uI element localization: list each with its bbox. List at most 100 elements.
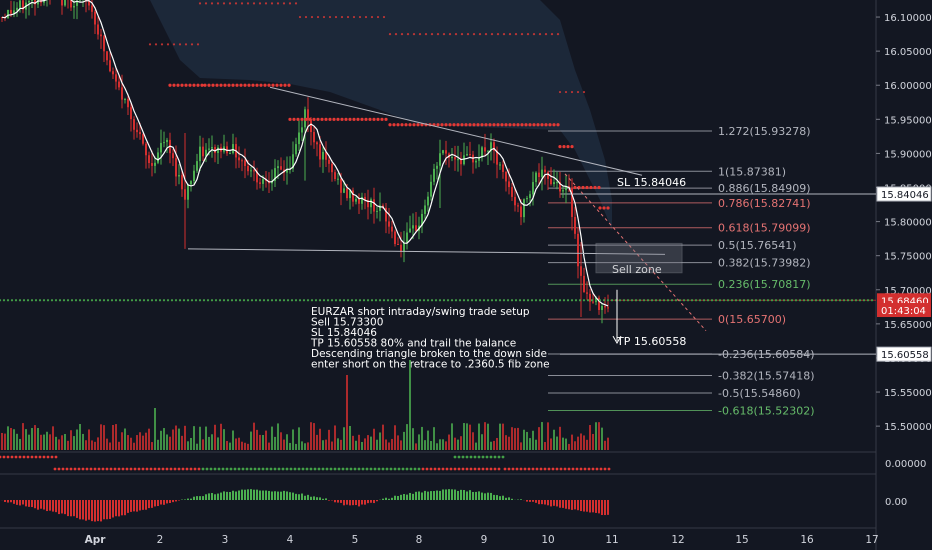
candle-body[interactable] bbox=[583, 275, 585, 293]
candle-body[interactable] bbox=[61, 0, 63, 6]
candle-body[interactable] bbox=[121, 87, 123, 100]
candle-body[interactable] bbox=[241, 160, 243, 162]
candle-body[interactable] bbox=[394, 231, 396, 245]
candle-body[interactable] bbox=[259, 182, 261, 184]
candle-body[interactable] bbox=[340, 178, 342, 193]
candle-body[interactable] bbox=[217, 147, 219, 154]
candle-body[interactable] bbox=[346, 188, 348, 199]
candle-body[interactable] bbox=[532, 182, 534, 195]
candle-body[interactable] bbox=[319, 144, 321, 160]
candle-body[interactable] bbox=[373, 199, 375, 212]
candle-body[interactable] bbox=[331, 163, 333, 173]
candle-body[interactable] bbox=[280, 166, 282, 170]
time-axis[interactable]: Apr 2 3 4 5 8 9 10 11 12 15 16 17 bbox=[85, 534, 879, 546]
candle-body[interactable] bbox=[430, 181, 432, 197]
price-axis[interactable]: 0.00000 0.00 16.10000 16.05000 16.00000 15.… bbox=[876, 13, 932, 508]
candle-body[interactable] bbox=[181, 175, 183, 190]
candle-body[interactable] bbox=[151, 163, 153, 166]
candle-body[interactable] bbox=[274, 168, 276, 182]
candle-body[interactable] bbox=[598, 297, 600, 311]
candle-body[interactable] bbox=[286, 169, 288, 173]
candle-body[interactable] bbox=[367, 199, 369, 208]
candle-body[interactable] bbox=[199, 146, 201, 162]
candle-body[interactable] bbox=[388, 221, 390, 227]
candle-body[interactable] bbox=[214, 147, 216, 154]
candle-body[interactable] bbox=[508, 181, 510, 188]
candle-body[interactable] bbox=[298, 132, 300, 145]
candle-body[interactable] bbox=[13, 10, 15, 14]
candle-body[interactable] bbox=[460, 159, 462, 165]
candle-body[interactable] bbox=[307, 109, 309, 120]
candle-body[interactable] bbox=[523, 199, 525, 218]
candle-body[interactable] bbox=[397, 244, 399, 246]
candle-body[interactable] bbox=[118, 81, 120, 88]
candle-body[interactable] bbox=[328, 159, 330, 164]
candle-body[interactable] bbox=[187, 184, 189, 200]
candle-body[interactable] bbox=[499, 164, 501, 166]
candle-body[interactable] bbox=[64, 0, 66, 6]
candle-body[interactable] bbox=[391, 226, 393, 232]
candle-body[interactable] bbox=[604, 306, 606, 308]
candle-body[interactable] bbox=[253, 170, 255, 172]
candle-body[interactable] bbox=[451, 157, 453, 159]
descending-trendline[interactable] bbox=[269, 86, 643, 176]
candle-body[interactable] bbox=[427, 196, 429, 206]
candle-body[interactable] bbox=[586, 292, 588, 294]
candle-body[interactable] bbox=[355, 198, 357, 202]
candle-body[interactable] bbox=[565, 186, 567, 191]
candle-body[interactable] bbox=[112, 71, 114, 75]
candle-body[interactable] bbox=[580, 266, 582, 276]
candle-body[interactable] bbox=[352, 190, 354, 202]
candle-body[interactable] bbox=[466, 154, 468, 156]
candle-body[interactable] bbox=[439, 153, 441, 166]
candle-body[interactable] bbox=[142, 134, 144, 144]
candle-body[interactable] bbox=[262, 179, 264, 184]
candle-body[interactable] bbox=[514, 196, 516, 206]
candle-body[interactable] bbox=[487, 150, 489, 152]
candle-body[interactable] bbox=[34, 0, 36, 5]
candle-body[interactable] bbox=[475, 160, 477, 163]
candle-body[interactable] bbox=[205, 149, 207, 157]
candle-body[interactable] bbox=[172, 153, 174, 159]
candle-body[interactable] bbox=[175, 158, 177, 177]
candle-body[interactable] bbox=[229, 153, 231, 155]
candle-body[interactable] bbox=[316, 142, 318, 145]
candle-body[interactable] bbox=[445, 150, 447, 154]
candle-body[interactable] bbox=[103, 36, 105, 52]
candle-body[interactable] bbox=[370, 199, 372, 208]
candle-body[interactable] bbox=[364, 196, 366, 200]
candle-body[interactable] bbox=[412, 225, 414, 229]
candle-body[interactable] bbox=[193, 170, 195, 182]
candle-body[interactable] bbox=[160, 142, 162, 153]
candle-body[interactable] bbox=[493, 142, 495, 151]
candle-body[interactable] bbox=[343, 188, 345, 193]
candle-body[interactable] bbox=[211, 147, 213, 149]
candle-body[interactable] bbox=[157, 152, 159, 163]
candle-body[interactable] bbox=[349, 190, 351, 199]
sell-zone-box[interactable] bbox=[595, 242, 683, 274]
candle-body[interactable] bbox=[496, 150, 498, 165]
candle-body[interactable] bbox=[490, 142, 492, 151]
candle-body[interactable] bbox=[541, 169, 543, 178]
candle-body[interactable] bbox=[484, 147, 486, 152]
candle-body[interactable] bbox=[28, 0, 30, 3]
candle-body[interactable] bbox=[481, 147, 483, 158]
candle-body[interactable] bbox=[43, 0, 45, 3]
candle-body[interactable] bbox=[148, 155, 150, 164]
candle-body[interactable] bbox=[601, 306, 603, 311]
candle-body[interactable] bbox=[538, 172, 540, 178]
candle-body[interactable] bbox=[478, 157, 480, 161]
candle-body[interactable] bbox=[127, 99, 129, 108]
candle-body[interactable] bbox=[553, 182, 555, 185]
candle-body[interactable] bbox=[76, 0, 78, 6]
candle-body[interactable] bbox=[295, 144, 297, 155]
candle-body[interactable] bbox=[70, 0, 72, 8]
candle-body[interactable] bbox=[100, 34, 102, 37]
candle-body[interactable] bbox=[463, 155, 465, 165]
candle-body[interactable] bbox=[73, 5, 75, 8]
candle-body[interactable] bbox=[424, 205, 426, 214]
candle-body[interactable] bbox=[409, 228, 411, 233]
candle-body[interactable] bbox=[136, 129, 138, 133]
candle-body[interactable] bbox=[16, 7, 18, 11]
